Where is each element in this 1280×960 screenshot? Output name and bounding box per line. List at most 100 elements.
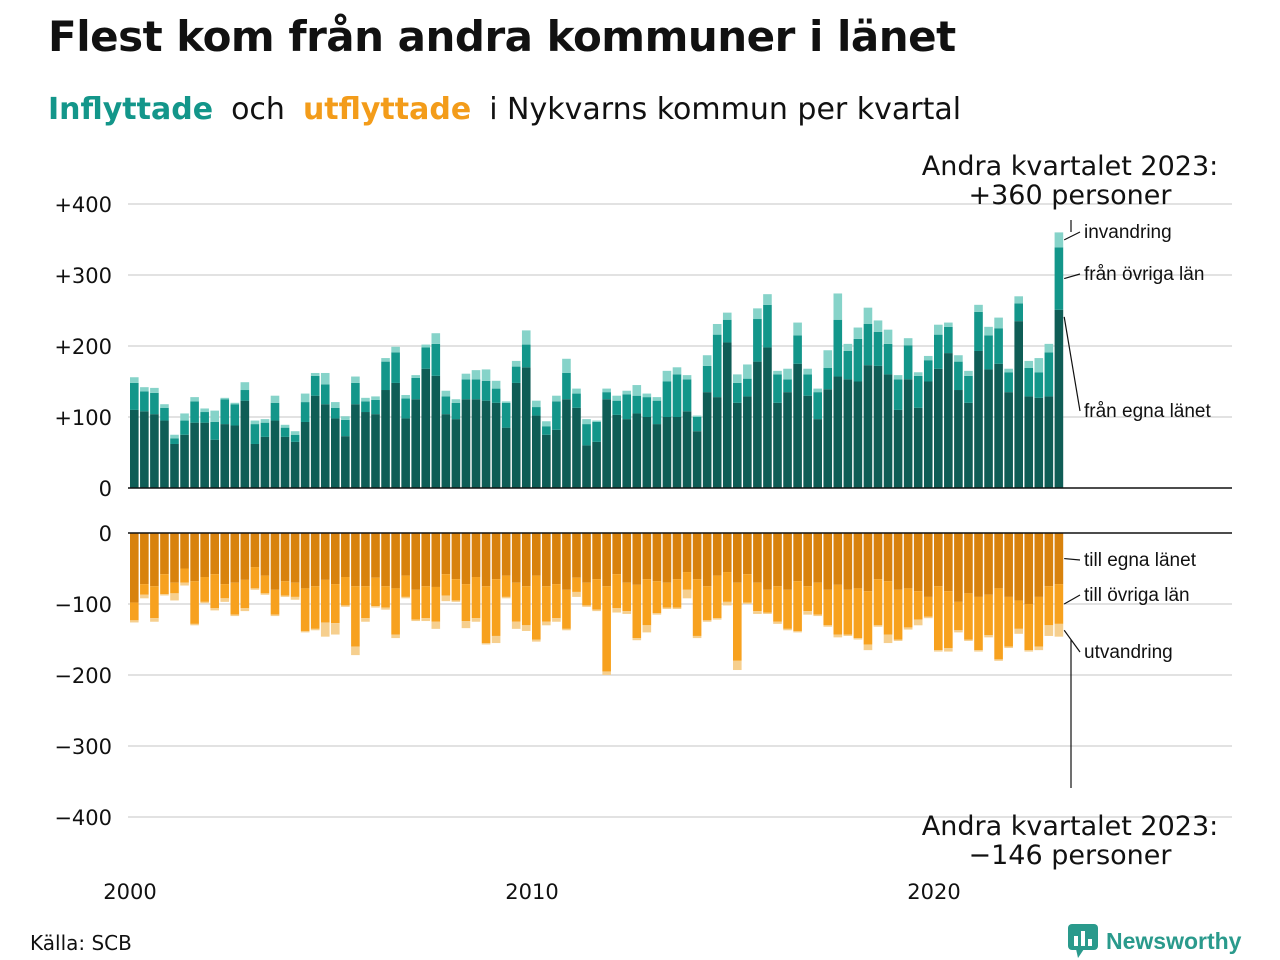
bar-outflow-other-counties [562,589,571,629]
logo-text: Newsworthy [1106,927,1242,954]
newsworthy-logo[interactable]: Newsworthy [1068,924,1241,958]
bar-outflow-own-county [160,533,169,575]
bar-outflow-other-counties [351,586,360,647]
bar-inflow-own-county [743,396,752,488]
bar-inflow-own-county [401,418,410,488]
bar-outflow-emigration [150,618,159,622]
inflow-label-leader [1063,231,1081,241]
bar-outflow-other-counties [491,579,501,636]
bar-inflow-immigration [240,382,250,391]
bar-outflow-own-county [712,533,722,576]
bar-inflow-other-counties [290,434,300,442]
bar-outflow-own-county [702,533,712,587]
bar-outflow-own-county [722,533,732,573]
bar-outflow-other-counties [320,579,330,623]
bar-outflow-own-county [140,533,149,585]
bar-inflow-other-counties [481,380,491,401]
bar-outflow-own-county [622,533,632,583]
bar-outflow-emigration [863,644,873,651]
bar-inflow-other-counties [964,375,973,403]
bar-outflow-own-county [652,533,662,582]
bar-inflow-own-county [501,427,511,488]
bar-inflow-immigration [934,324,943,335]
bar-outflow-own-county [300,533,310,589]
bar-outflow-own-county [401,533,410,576]
bar-inflow-other-counties [1004,372,1013,393]
bar-inflow-immigration [733,374,742,383]
bar-inflow-immigration [170,434,179,439]
bar-inflow-immigration [994,317,1003,329]
bar-outflow-emigration [592,609,601,612]
bar-inflow-own-county [873,365,883,488]
bar-inflow-own-county [331,418,340,488]
bar-outflow-own-county [230,533,240,583]
bar-inflow-other-counties [180,420,189,435]
bar-inflow-immigration [441,390,451,397]
bar-inflow-other-counties [843,350,853,380]
bar-outflow-own-county [954,533,963,602]
bar-inflow-other-counties [753,319,762,362]
bar-outflow-emigration [542,621,551,626]
bar-outflow-emigration [1034,646,1044,651]
bar-inflow-other-counties [250,424,260,444]
bar-inflow-immigration [1014,296,1023,304]
bar-inflow-other-counties [853,338,863,382]
bar-outflow-other-counties [280,581,290,596]
bar-inflow-own-county [280,436,290,488]
bar-inflow-other-counties [883,343,893,375]
bar-outflow-own-county [893,533,903,590]
bar-outflow-emigration [431,621,441,629]
bar-outflow-emigration [461,621,471,629]
bar-inflow-immigration [310,372,320,376]
bar-outflow-other-counties [652,581,662,614]
bar-outflow-emigration [532,639,541,642]
bar-inflow-other-counties [270,402,280,421]
bar-outflow-emigration [682,589,692,599]
bar-outflow-other-counties [300,588,310,631]
bar-outflow-other-counties [743,574,752,603]
bar-inflow-own-county [702,392,712,488]
bar-outflow-own-county [672,533,682,580]
bar-outflow-own-county [883,533,893,582]
bar-inflow-own-county [1004,392,1013,488]
bar-outflow-own-county [612,533,621,575]
bar-inflow-immigration [401,394,410,399]
bar-inflow-other-counties [873,331,883,366]
bar-outflow-emigration [552,618,561,622]
bar-outflow-other-counties [712,575,722,619]
bar-outflow-other-counties [542,586,551,622]
bar-inflow-immigration [923,355,933,361]
bar-outflow-emigration [823,625,833,627]
y-tick-label-top: +200 [54,335,112,359]
bar-outflow-other-counties [954,601,963,631]
bar-inflow-other-counties [130,382,139,410]
bar-outflow-own-county [733,533,742,583]
bar-outflow-other-counties [200,577,209,602]
bar-outflow-emigration [300,630,310,633]
bar-inflow-own-county [521,367,531,488]
bar-inflow-other-counties [1014,303,1023,322]
bar-inflow-immigration [743,364,752,379]
bar-outflow-emigration [491,635,501,644]
bar-outflow-emigration [994,659,1003,661]
bar-outflow-emigration [230,614,240,617]
annotation-bottom: Andra kvartalet 2023: −146 personer [910,812,1230,870]
bar-outflow-emigration [642,625,652,633]
bar-outflow-other-counties [471,577,481,619]
bar-inflow-own-county [371,414,380,488]
bar-outflow-own-county [361,533,370,587]
bar-outflow-other-counties [994,588,1003,660]
bar-inflow-immigration [210,410,219,422]
bar-outflow-emigration [521,625,531,631]
bar-outflow-other-counties [753,582,762,612]
bar-inflow-own-county [532,415,541,488]
bar-outflow-other-counties [461,584,471,622]
bar-inflow-other-counties [511,366,521,383]
bar-outflow-emigration [652,613,662,615]
bar-inflow-other-counties [411,377,420,400]
bar-outflow-emigration [612,608,621,613]
bar-outflow-other-counties [552,584,561,619]
bar-inflow-other-counties [461,379,471,400]
bar-outflow-own-county [411,533,420,590]
bar-inflow-own-county [250,443,260,488]
